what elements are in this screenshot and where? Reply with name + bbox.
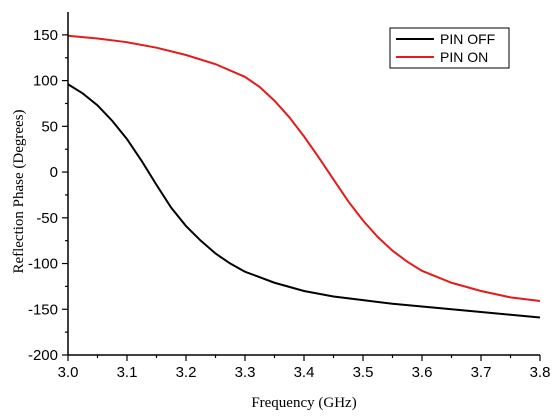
x-tick-label: 3.1 — [117, 364, 138, 381]
x-tick-label: 3.7 — [471, 364, 492, 381]
x-tick-label: 3.4 — [294, 364, 315, 381]
y-tick-label: -150 — [28, 301, 58, 318]
y-tick-label: 50 — [41, 118, 58, 135]
x-tick-label: 3.2 — [176, 364, 197, 381]
y-tick-label: -50 — [36, 210, 58, 227]
x-tick-label: 3.3 — [235, 364, 256, 381]
x-axis-title: Frequency (GHz) — [251, 395, 356, 411]
x-tick-label: 3.0 — [58, 364, 79, 381]
legend-box — [389, 27, 510, 69]
x-tick-label: 3.8 — [530, 364, 551, 381]
y-tick-label: -200 — [28, 347, 58, 364]
x-tick-label: 3.6 — [412, 364, 433, 381]
y-tick-label: -100 — [28, 256, 58, 273]
x-tick-label: 3.5 — [353, 364, 374, 381]
legend-label-pin-on: PIN ON — [440, 49, 488, 65]
y-axis-title: Reflection Phase (Degrees) — [11, 109, 27, 273]
series-line-pin-on — [67, 34, 541, 303]
axes-layer: 3.0 3.1 3.2 3.3 3.4 3.5 3.6 3.7 3.8 -200 -150 -100 -… — [28, 12, 550, 381]
y-tick-label: 100 — [33, 73, 58, 90]
legend: PIN OFF PIN ON — [389, 27, 510, 69]
y-tick-label: 0 — [50, 164, 58, 181]
y-tick-label: 150 — [33, 27, 58, 44]
series-layer — [67, 34, 541, 319]
series-line-pin-off — [67, 83, 541, 319]
legend-label-pin-off: PIN OFF — [440, 31, 495, 47]
